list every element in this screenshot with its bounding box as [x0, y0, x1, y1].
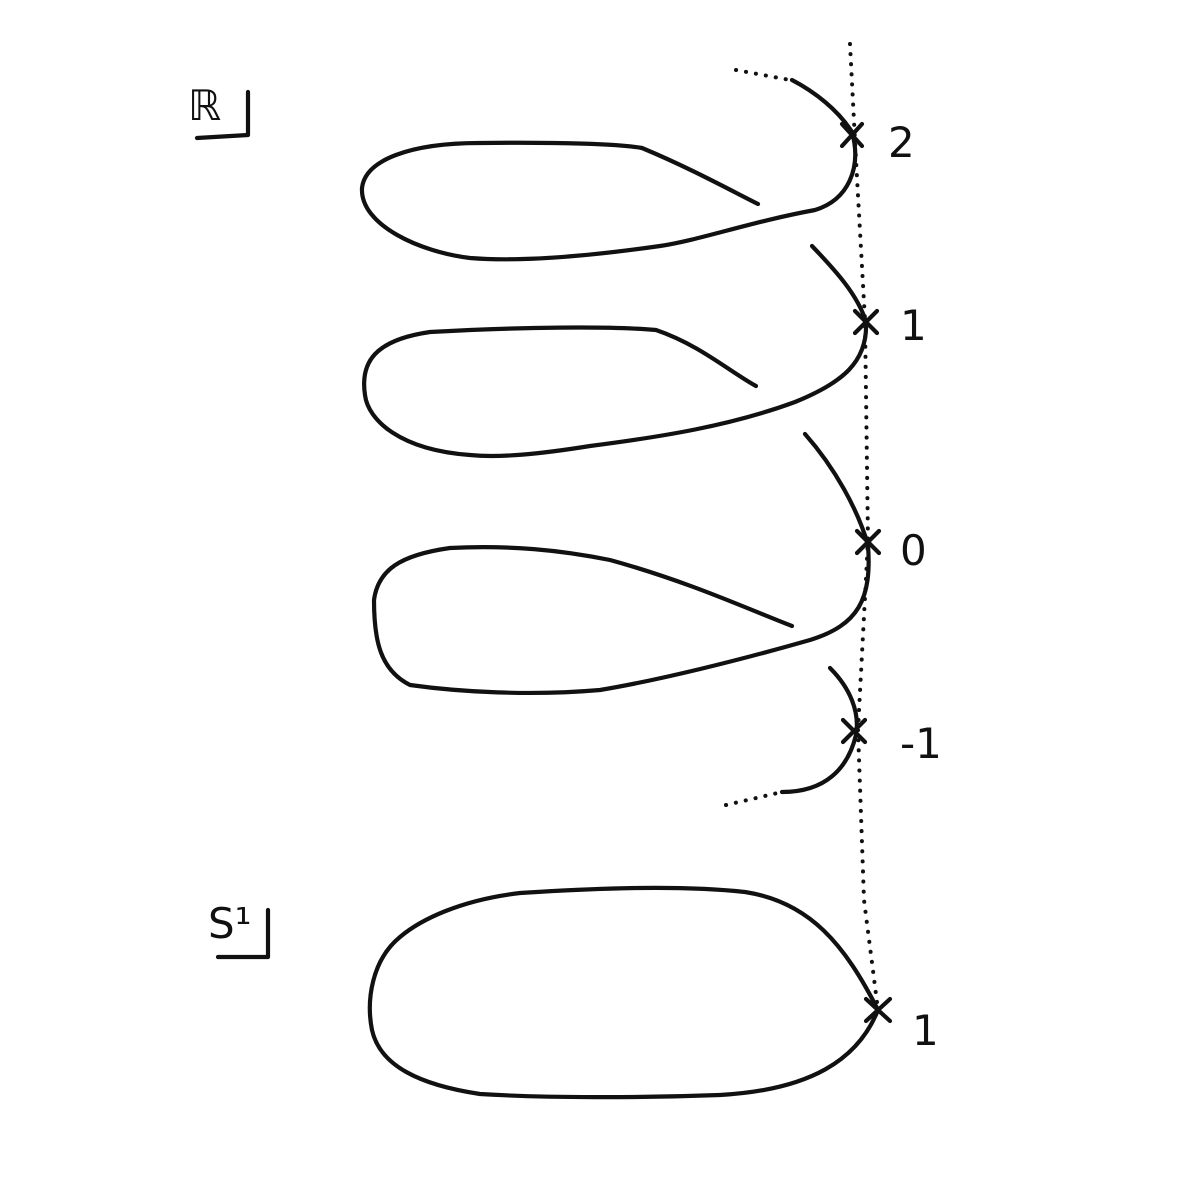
fiber-point-1-mark [852, 308, 880, 336]
helix-loop-middle [362, 243, 869, 459]
fiber-point-0-mark [854, 528, 882, 556]
base-circle [367, 885, 881, 1100]
fiber-label-1: 1 [900, 301, 927, 350]
helix [359, 68, 871, 807]
fiber-point-neg1-mark [840, 717, 868, 745]
covering-label-corner [194, 89, 251, 141]
covering-space-label: ℝ [188, 81, 251, 141]
covering-space-symbol: ℝ [188, 81, 221, 130]
base-label-corner [215, 907, 271, 960]
base-space-label: S¹ [208, 899, 271, 960]
helix-loop-upper [359, 77, 858, 262]
helix-loop-lower [371, 431, 871, 696]
base-space-symbol: S¹ [208, 899, 252, 948]
base-point-label: 1 [912, 1006, 939, 1055]
fiber-point-2-mark [839, 121, 865, 149]
base-point-mark [863, 996, 893, 1024]
fiber-label-0: 0 [900, 526, 927, 575]
helix-bottom-continuation [724, 790, 784, 807]
fiber-label-neg1: -1 [900, 719, 942, 768]
helix-top-continuation [734, 68, 792, 82]
fiber-point-marks [839, 121, 893, 1024]
fiber-labels: 2 1 0 -1 1 [888, 118, 942, 1055]
helix-bottom-arc [779, 665, 859, 795]
fiber-label-2: 2 [888, 118, 915, 167]
